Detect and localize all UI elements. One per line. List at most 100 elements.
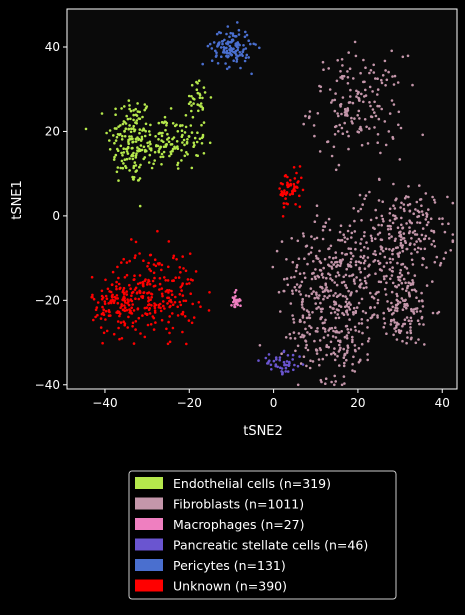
data-point [343,382,346,385]
data-point [134,240,138,244]
data-point [169,298,172,302]
data-point [324,282,328,286]
data-point [328,294,331,298]
data-point [327,67,331,70]
data-point [347,301,351,304]
data-point [129,117,132,121]
data-point [214,55,218,58]
data-point [416,221,419,224]
data-point [105,329,109,333]
data-point [359,242,362,245]
data-point [349,303,352,306]
data-point [115,311,118,314]
data-point [302,355,306,359]
data-point [416,209,420,213]
series-4-points [201,21,261,76]
data-point [297,257,301,261]
data-point [388,257,392,261]
data-point [224,62,227,65]
data-point [427,237,431,240]
data-point [101,341,104,345]
legend-swatch [135,538,163,551]
data-point [299,320,302,323]
data-point [308,324,311,328]
data-point [278,187,281,190]
x-tick-label: −20 [177,396,202,410]
data-point [338,230,342,234]
legend-box [128,470,397,600]
data-point [129,130,133,134]
data-point [298,205,302,208]
data-point [117,282,121,286]
data-point [341,77,344,80]
data-point [132,109,135,112]
data-point [276,365,280,369]
data-point [178,300,182,304]
data-point [373,227,376,231]
data-point [337,316,341,320]
data-point [438,217,441,220]
data-point [345,351,349,354]
data-point [129,298,132,302]
data-point [125,150,129,153]
data-point [238,51,242,54]
data-point [348,67,352,70]
data-point [313,296,317,300]
data-point [112,332,116,336]
data-point [290,192,294,195]
data-point [305,343,308,347]
data-point [108,148,112,151]
data-point [341,96,345,99]
data-point [394,285,397,288]
data-point [279,310,282,313]
data-point [193,143,196,147]
data-point [413,243,416,246]
data-point [427,208,430,211]
data-point [279,182,283,185]
data-point [329,244,333,248]
data-point [421,227,425,230]
data-point [193,136,197,140]
data-point [116,320,120,323]
data-point [123,105,126,108]
data-point [287,185,290,188]
data-point [126,298,129,301]
data-point [389,277,392,281]
data-point [378,252,382,255]
data-point [349,328,353,331]
data-point [247,56,250,59]
data-point [409,329,412,332]
data-point [298,194,301,198]
data-point [305,244,309,248]
data-point [409,242,412,245]
data-point [304,346,308,350]
data-point [412,308,416,311]
data-point [234,53,238,56]
data-point [180,159,183,162]
data-point [162,300,165,303]
data-point [401,339,404,343]
data-point [119,124,122,127]
data-point [354,260,358,264]
data-point [133,161,137,164]
data-point [388,112,392,115]
data-point [384,293,388,296]
data-point [315,291,318,295]
data-point [131,303,134,306]
data-point [291,358,295,361]
data-point [429,217,433,220]
data-point [107,302,110,305]
data-point [200,142,204,145]
data-point [136,146,139,149]
data-point [266,362,270,365]
data-point [378,178,381,181]
data-point [346,237,349,241]
data-point [404,281,407,285]
data-point [161,131,164,135]
data-point [381,200,385,203]
data-point [297,180,300,183]
data-point [382,325,386,329]
data-point [159,309,163,313]
data-point [138,131,141,135]
data-point [351,338,354,342]
